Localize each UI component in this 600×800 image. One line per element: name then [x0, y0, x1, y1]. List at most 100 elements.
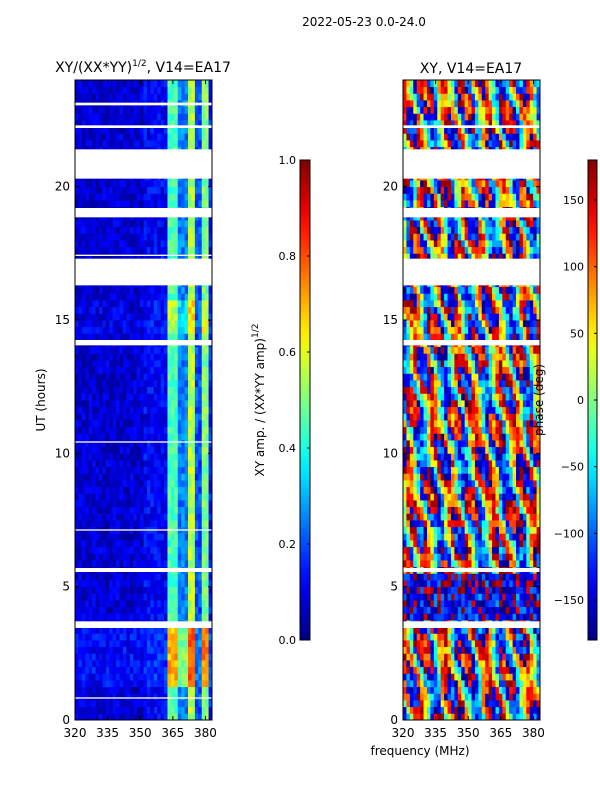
heat-cell	[201, 140, 206, 148]
heat-cell	[457, 560, 462, 568]
heat-cell	[509, 706, 513, 714]
heat-cell	[150, 393, 155, 401]
heat-cell	[492, 713, 496, 720]
heat-cell	[188, 513, 192, 521]
heat-cell	[112, 293, 117, 301]
heat-cell	[150, 626, 155, 634]
heat-cell	[150, 520, 155, 528]
heat-cell	[201, 93, 206, 101]
heat-cell	[129, 233, 134, 241]
heat-cell	[95, 293, 100, 301]
heat-cell	[78, 240, 83, 248]
heat-cell	[119, 666, 124, 674]
heat-cell	[160, 680, 165, 688]
heat-cell	[184, 106, 189, 114]
heat-cell	[119, 653, 124, 661]
heat-cell	[177, 520, 182, 528]
heat-cell	[160, 126, 165, 134]
heat-cell	[492, 573, 496, 581]
heat-cell	[406, 633, 411, 641]
heat-cell	[188, 700, 192, 708]
heat-cell	[102, 326, 107, 334]
heat-cell	[512, 633, 517, 641]
heat-cell	[198, 653, 203, 661]
heat-cell	[208, 246, 212, 254]
heat-cell	[481, 626, 486, 634]
heat-cell	[95, 640, 100, 648]
heat-cell	[485, 673, 490, 681]
heat-cell	[208, 400, 212, 408]
heat-cell	[433, 626, 438, 634]
heat-cell	[198, 666, 203, 674]
heat-cell	[181, 120, 185, 128]
heat-cell	[444, 586, 448, 594]
heat-cell	[140, 493, 144, 501]
heat-cell	[194, 506, 199, 514]
heat-cell	[471, 693, 476, 701]
heat-cell	[450, 680, 455, 688]
heat-cell	[95, 346, 100, 354]
heat-cell	[78, 700, 83, 708]
heat-cell	[105, 666, 110, 674]
heat-cell	[474, 653, 479, 661]
heat-cell	[126, 673, 131, 681]
heat-cell	[150, 326, 155, 334]
heat-cell	[194, 433, 199, 441]
heat-cell	[536, 560, 540, 568]
heat-cell	[502, 580, 507, 588]
heat-cell	[177, 546, 182, 554]
heat-cell	[78, 386, 83, 394]
heat-cell	[208, 633, 212, 641]
heat-cell	[502, 573, 507, 581]
heat-cell	[136, 466, 141, 474]
heat-cell	[85, 86, 90, 94]
heat-cell	[157, 220, 162, 228]
heat-cell	[153, 693, 158, 701]
heat-cell	[122, 80, 127, 88]
heat-cell	[98, 126, 103, 134]
heat-cell	[85, 493, 90, 501]
heat-cell	[136, 453, 141, 461]
heat-cell	[181, 133, 185, 141]
heat-cell	[512, 606, 517, 614]
heat-cell	[208, 140, 212, 148]
heat-cell	[205, 286, 209, 294]
heat-cell	[416, 686, 421, 694]
heat-cell	[188, 253, 192, 261]
heat-cell	[198, 506, 203, 514]
heat-cell	[177, 606, 182, 614]
heat-cell	[191, 346, 196, 354]
heat-cell	[157, 80, 162, 88]
heat-cell	[447, 686, 452, 694]
heat-cell	[126, 660, 131, 668]
heat-cell	[184, 346, 189, 354]
heat-cell	[167, 360, 172, 368]
heat-cell	[95, 226, 100, 234]
heat-cell	[164, 240, 168, 248]
heat-cell	[133, 333, 138, 341]
heat-cell	[119, 246, 124, 254]
heat-cell	[140, 300, 144, 308]
heat-cell	[133, 673, 138, 681]
heat-cell	[146, 333, 151, 341]
heat-cell	[488, 573, 493, 581]
heat-cell	[85, 386, 90, 394]
heat-cell	[440, 560, 445, 568]
heat-cell	[92, 573, 96, 581]
heat-cell	[112, 326, 117, 334]
heat-cell	[194, 586, 199, 594]
heat-cell	[81, 593, 86, 601]
heat-cell	[129, 533, 134, 541]
heat-cell	[426, 646, 431, 654]
heat-cell	[119, 200, 124, 208]
heat-cell	[174, 553, 179, 561]
heat-cell	[133, 653, 138, 661]
heat-cell	[492, 693, 496, 701]
heat-cell	[509, 560, 513, 568]
heat-cell	[119, 613, 124, 621]
heat-cell	[129, 293, 134, 301]
heat-cell	[188, 433, 192, 441]
heat-cell	[129, 313, 134, 321]
heat-cell	[194, 253, 199, 261]
heat-cell	[208, 300, 212, 308]
